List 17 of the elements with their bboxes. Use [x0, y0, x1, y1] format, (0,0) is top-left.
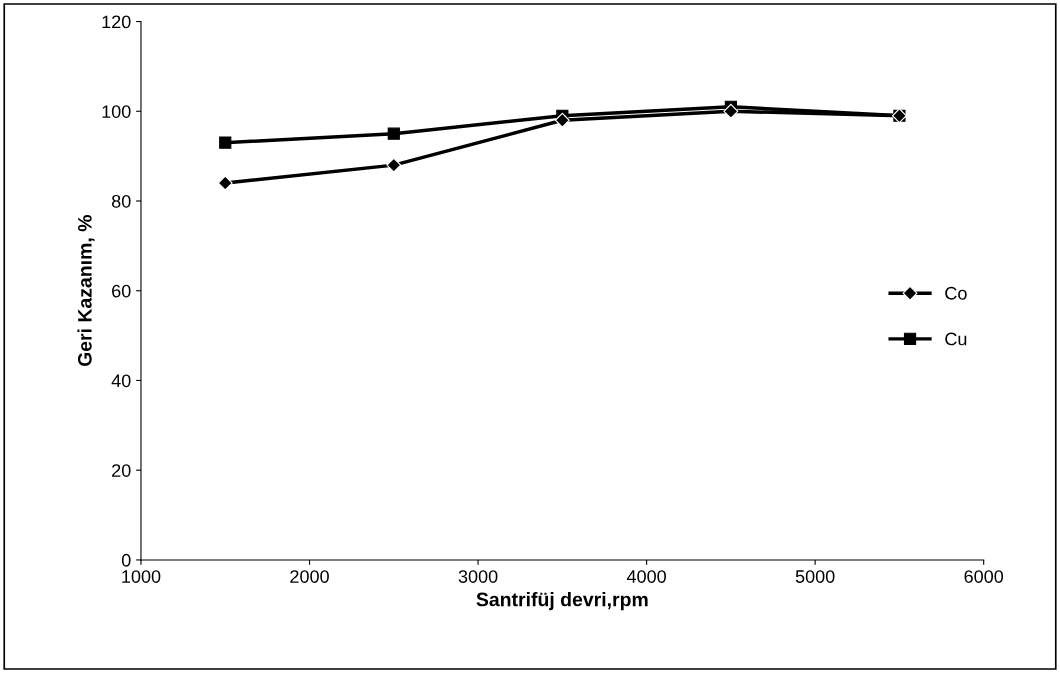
- x-tick-label: 1000: [122, 570, 161, 583]
- legend-label: Co: [945, 286, 967, 300]
- y-axis-title: Geri Kazanım, %: [77, 215, 95, 367]
- y-tick-label: 0: [121, 553, 131, 567]
- x-tick-label: 2000: [290, 570, 329, 583]
- y-tick-label: 20: [112, 464, 131, 477]
- x-axis-title: Santrifüj devri,rpm: [476, 592, 648, 611]
- y-tick-label: 120: [102, 15, 131, 29]
- x-tick-label: 5000: [795, 570, 835, 583]
- y-tick-label: 40: [111, 374, 131, 388]
- legend-label: Cu: [945, 332, 967, 346]
- y-tick-label: 100: [102, 105, 131, 118]
- y-tick-label: 60: [112, 284, 131, 298]
- x-tick-label: 4000: [626, 570, 666, 583]
- x-tick-label: 3000: [458, 570, 498, 583]
- x-tick-label: 6000: [964, 570, 1004, 583]
- y-tick-label: 80: [111, 194, 131, 208]
